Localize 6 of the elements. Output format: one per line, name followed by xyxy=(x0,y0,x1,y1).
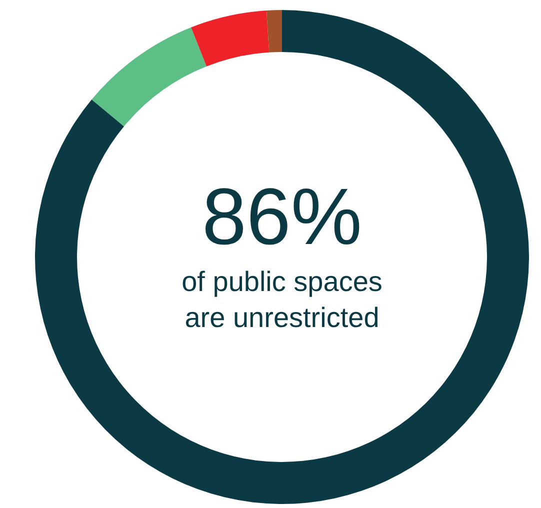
donut-slice xyxy=(191,10,270,66)
donut-slice xyxy=(266,10,282,52)
donut-slice xyxy=(92,27,207,126)
text: of public spaces are unrestricted xyxy=(182,266,382,333)
text: 86% xyxy=(202,172,362,261)
donut-slice xyxy=(35,10,529,504)
